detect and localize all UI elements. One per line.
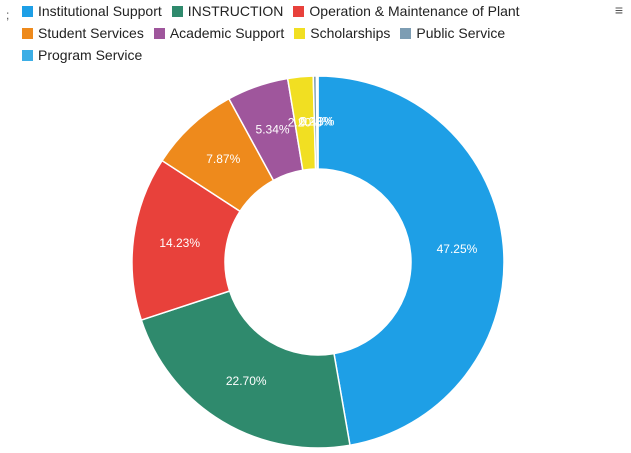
legend-item[interactable]: Operation & Maintenance of Plant: [293, 2, 520, 20]
slice: [317, 75, 505, 447]
legend: Institutional Support INSTRUCTION Operatio…: [22, 2, 607, 64]
slice: [315, 75, 319, 170]
slice: [140, 290, 351, 449]
legend-item[interactable]: Scholarships: [294, 24, 390, 42]
legend-swatch: [153, 27, 165, 39]
legend-swatch: [293, 5, 305, 17]
data-label: 5.34%: [256, 122, 290, 136]
data-label: 0.28%: [299, 115, 333, 129]
legend-label: Student Services: [38, 25, 144, 41]
legend-label: Scholarships: [310, 25, 391, 41]
legend-label: Operation & Maintenance of Plant: [309, 3, 520, 19]
legend-swatch: [22, 5, 33, 17]
legend-item[interactable]: Academic Support: [153, 24, 285, 42]
legend-label: INSTRUCTION: [187, 3, 284, 19]
legend-swatch: [171, 5, 183, 17]
data-label: 7.87%: [206, 152, 240, 166]
data-label: 0.13%: [300, 115, 334, 129]
data-label: 47.25%: [437, 242, 478, 256]
legend-item[interactable]: INSTRUCTION: [171, 2, 284, 20]
legend-item[interactable]: Program Service: [22, 46, 142, 64]
data-label: 14.23%: [159, 236, 200, 250]
drag-handle[interactable]: ;: [6, 8, 10, 22]
legend-swatch: [22, 49, 33, 61]
legend-swatch: [22, 27, 33, 39]
legend-label: Institutional Support: [38, 3, 162, 19]
data-label: 22.70%: [226, 374, 267, 388]
legend-item[interactable]: Public Service: [400, 24, 505, 42]
legend-label: Program Service: [38, 47, 143, 63]
legend-item[interactable]: Student Services: [22, 24, 144, 42]
data-label: 2.20%: [288, 115, 322, 129]
menu-icon[interactable]: ≡: [614, 2, 623, 18]
legend-label: Academic Support: [169, 25, 285, 41]
legend-label: Public Service: [416, 25, 506, 41]
legend-swatch: [400, 27, 412, 39]
legend-item[interactable]: Institutional Support: [22, 2, 162, 20]
legend-swatch: [294, 27, 306, 39]
